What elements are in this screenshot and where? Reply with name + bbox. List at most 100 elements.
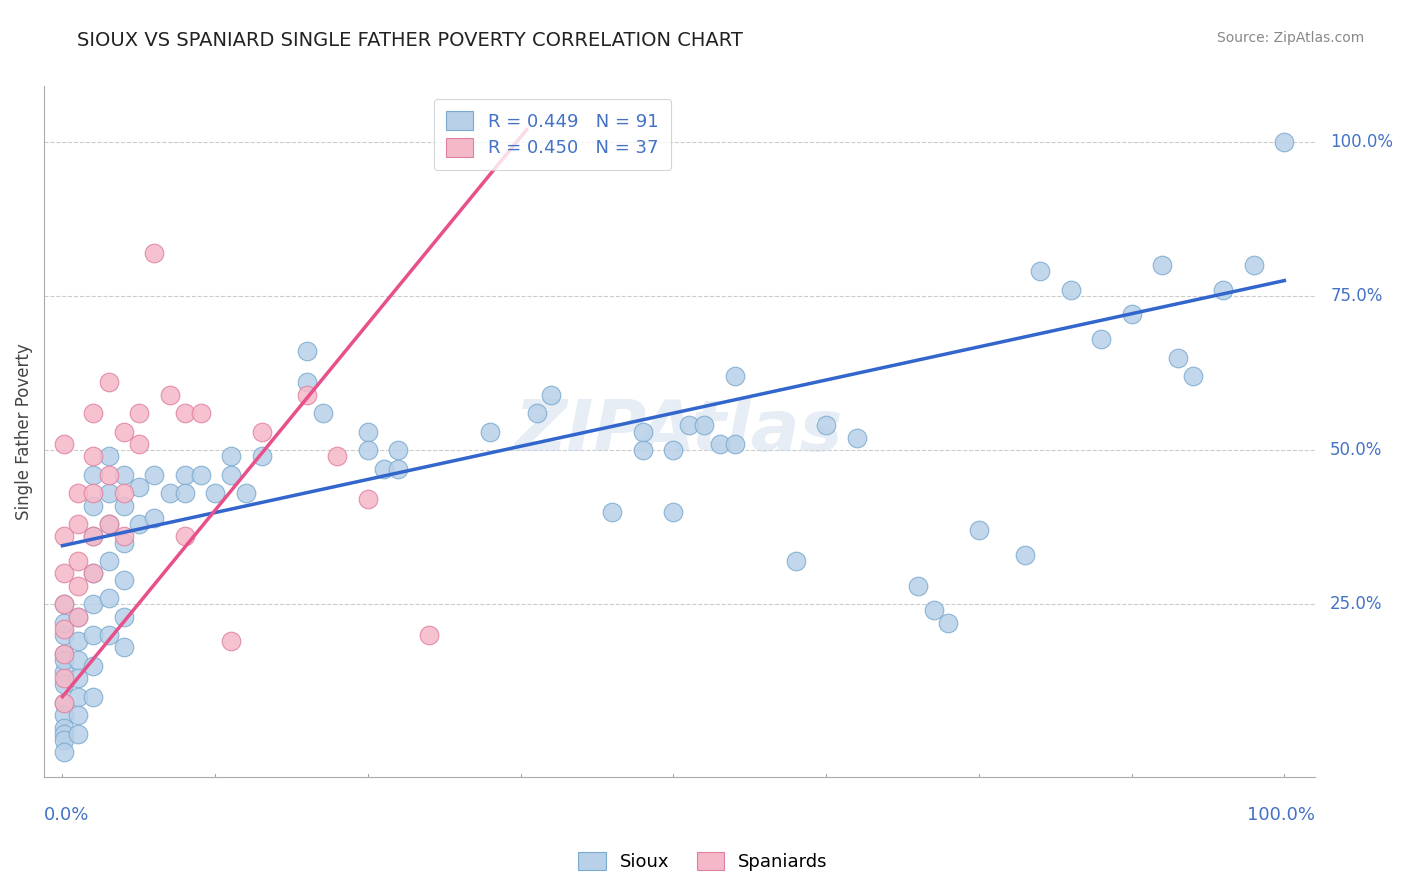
Point bbox=[52, 727, 75, 741]
Point bbox=[219, 467, 242, 482]
Point bbox=[52, 671, 75, 685]
Point bbox=[52, 628, 75, 642]
Point bbox=[112, 486, 135, 500]
Point bbox=[1152, 258, 1174, 272]
Point bbox=[52, 653, 75, 667]
Point bbox=[219, 634, 242, 648]
Point bbox=[1212, 283, 1234, 297]
Point bbox=[159, 486, 181, 500]
Point bbox=[67, 653, 90, 667]
Point bbox=[97, 517, 120, 532]
Point bbox=[67, 671, 90, 685]
Point bbox=[97, 376, 120, 390]
Point bbox=[785, 554, 807, 568]
Point bbox=[112, 425, 135, 439]
Text: 25.0%: 25.0% bbox=[1330, 595, 1382, 614]
Point bbox=[82, 467, 104, 482]
Point bbox=[52, 696, 75, 710]
Point bbox=[143, 467, 166, 482]
Point bbox=[907, 579, 929, 593]
Text: 100.0%: 100.0% bbox=[1330, 133, 1393, 151]
Point bbox=[52, 566, 75, 581]
Point bbox=[678, 418, 700, 433]
Point bbox=[387, 443, 409, 458]
Point bbox=[128, 517, 150, 532]
Point bbox=[845, 431, 868, 445]
Text: ZIPAtlas: ZIPAtlas bbox=[515, 397, 844, 467]
Point bbox=[52, 665, 75, 679]
Point bbox=[52, 597, 75, 611]
Point bbox=[1167, 351, 1189, 365]
Legend: Sioux, Spaniards: Sioux, Spaniards bbox=[571, 845, 835, 879]
Point bbox=[190, 406, 212, 420]
Point bbox=[82, 499, 104, 513]
Point bbox=[1090, 332, 1112, 346]
Point bbox=[312, 406, 335, 420]
Point bbox=[82, 628, 104, 642]
Point bbox=[112, 499, 135, 513]
Point bbox=[67, 609, 90, 624]
Point bbox=[97, 467, 120, 482]
Point bbox=[662, 505, 685, 519]
Point bbox=[112, 535, 135, 549]
Point bbox=[67, 609, 90, 624]
Point bbox=[82, 406, 104, 420]
Point bbox=[600, 505, 623, 519]
Point bbox=[326, 450, 349, 464]
Point bbox=[67, 486, 90, 500]
Point bbox=[1243, 258, 1265, 272]
Point bbox=[112, 573, 135, 587]
Point bbox=[52, 708, 75, 723]
Point bbox=[52, 647, 75, 661]
Point bbox=[173, 529, 195, 543]
Point bbox=[250, 450, 273, 464]
Legend: R = 0.449   N = 91, R = 0.450   N = 37: R = 0.449 N = 91, R = 0.450 N = 37 bbox=[433, 99, 671, 170]
Point bbox=[112, 529, 135, 543]
Point bbox=[128, 437, 150, 451]
Point bbox=[373, 461, 395, 475]
Point bbox=[662, 443, 685, 458]
Point bbox=[173, 467, 195, 482]
Point bbox=[82, 566, 104, 581]
Point bbox=[82, 529, 104, 543]
Point bbox=[173, 406, 195, 420]
Point bbox=[67, 690, 90, 704]
Point bbox=[815, 418, 838, 433]
Y-axis label: Single Father Poverty: Single Father Poverty bbox=[15, 343, 32, 520]
Point bbox=[159, 387, 181, 401]
Point bbox=[357, 492, 380, 507]
Point bbox=[82, 486, 104, 500]
Point bbox=[1121, 308, 1143, 322]
Point bbox=[82, 450, 104, 464]
Point bbox=[82, 529, 104, 543]
Point bbox=[709, 437, 731, 451]
Point bbox=[295, 344, 318, 359]
Text: 0.0%: 0.0% bbox=[44, 805, 90, 823]
Point bbox=[52, 622, 75, 636]
Point bbox=[1059, 283, 1081, 297]
Point bbox=[52, 597, 75, 611]
Point bbox=[97, 591, 120, 606]
Point bbox=[357, 443, 380, 458]
Point bbox=[112, 609, 135, 624]
Point bbox=[295, 376, 318, 390]
Point bbox=[1014, 548, 1036, 562]
Point bbox=[97, 486, 120, 500]
Point bbox=[67, 634, 90, 648]
Point bbox=[143, 511, 166, 525]
Point bbox=[52, 647, 75, 661]
Point bbox=[235, 486, 257, 500]
Point bbox=[479, 425, 502, 439]
Point bbox=[1181, 369, 1204, 384]
Text: SIOUX VS SPANIARD SINGLE FATHER POVERTY CORRELATION CHART: SIOUX VS SPANIARD SINGLE FATHER POVERTY … bbox=[77, 31, 744, 50]
Point bbox=[52, 721, 75, 735]
Point bbox=[52, 745, 75, 759]
Point bbox=[67, 554, 90, 568]
Point bbox=[82, 597, 104, 611]
Point bbox=[67, 727, 90, 741]
Point bbox=[67, 708, 90, 723]
Point bbox=[526, 406, 548, 420]
Point bbox=[1029, 264, 1052, 278]
Point bbox=[97, 628, 120, 642]
Point bbox=[52, 677, 75, 691]
